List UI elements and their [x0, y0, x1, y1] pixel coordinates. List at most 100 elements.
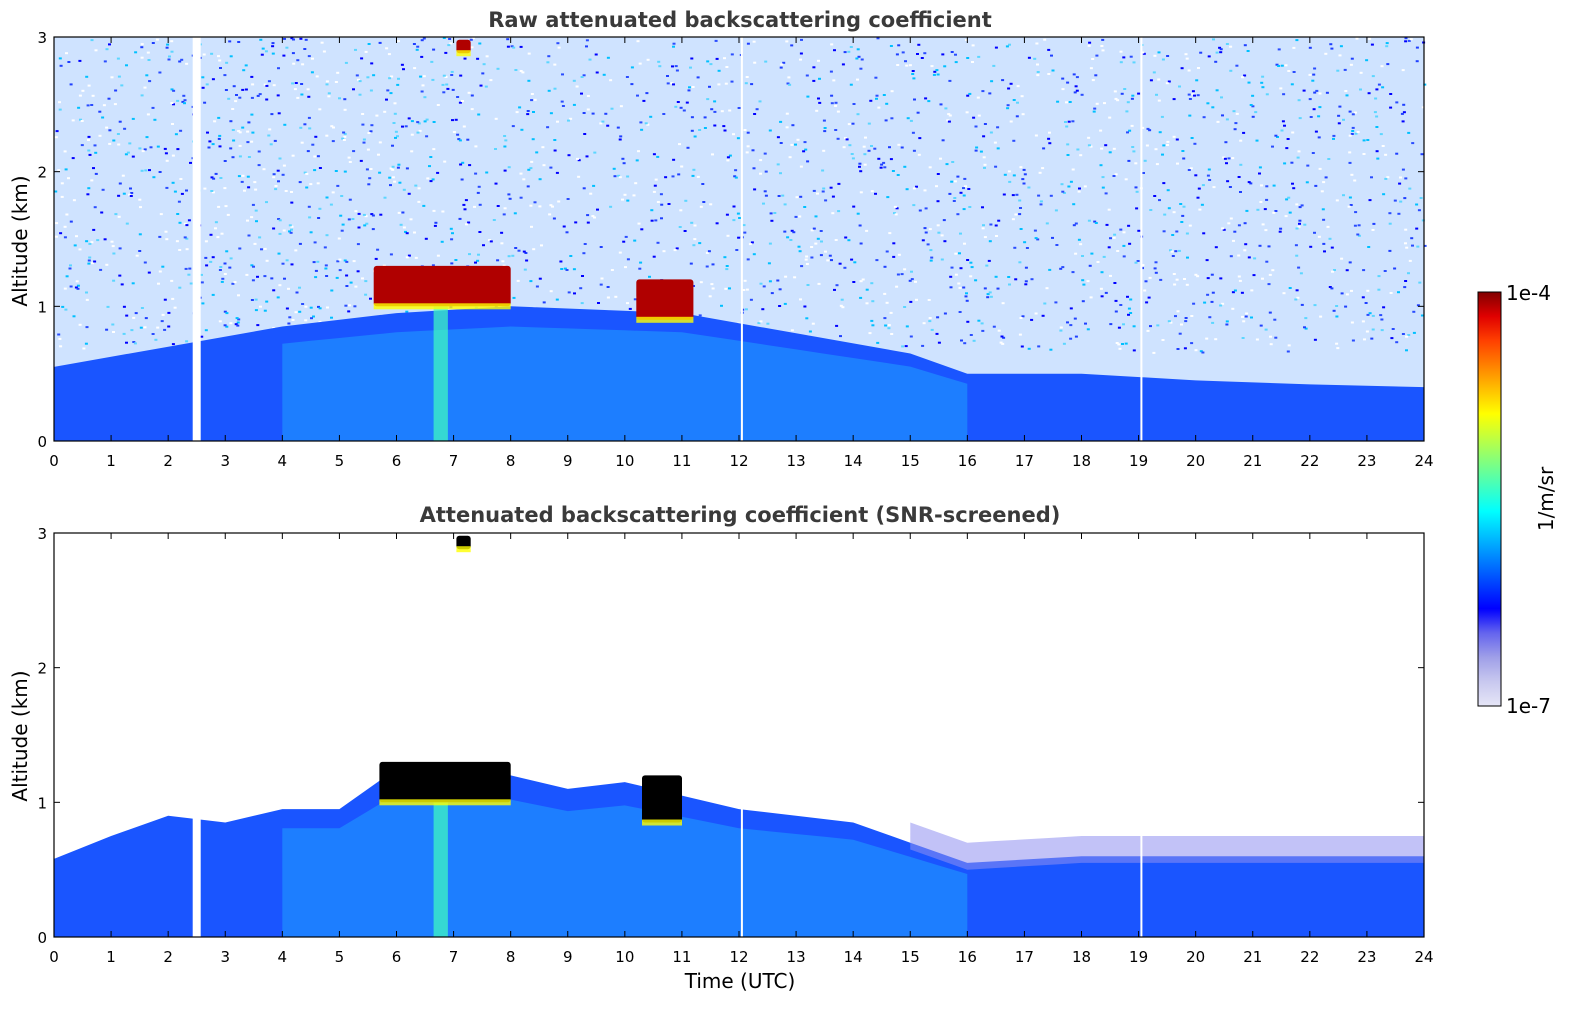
raw-x-tick-label: 15 — [901, 452, 920, 470]
noise-pixel — [954, 273, 958, 276]
noise-pixel — [423, 120, 427, 123]
noise-pixel — [924, 97, 928, 100]
noise-pixel — [1206, 102, 1210, 105]
noise-pixel — [1191, 90, 1195, 93]
noise-pixel — [738, 217, 742, 219]
noise-pixel — [90, 39, 94, 42]
noise-pixel — [1122, 323, 1125, 326]
noise-pixel — [1027, 186, 1031, 189]
screened-x-axis-label: Time (UTC) — [684, 969, 796, 993]
noise-pixel — [1219, 277, 1223, 280]
noise-pixel — [1330, 246, 1334, 249]
noise-pixel — [444, 76, 448, 78]
noise-pixel — [1002, 193, 1006, 196]
noise-pixel — [937, 231, 941, 234]
noise-pixel — [1353, 179, 1357, 182]
noise-pixel — [1312, 108, 1316, 111]
noise-pixel — [1194, 174, 1198, 177]
noise-pixel — [224, 205, 228, 208]
noise-pixel — [912, 204, 916, 207]
noise-pixel — [753, 113, 757, 115]
noise-pixel — [170, 50, 174, 53]
noise-pixel — [1412, 310, 1416, 313]
screened-x-tick-label: 0 — [49, 948, 59, 966]
noise-pixel — [1221, 302, 1225, 305]
noise-pixel — [1016, 101, 1019, 104]
noise-pixel — [653, 184, 657, 187]
noise-pixel — [1061, 77, 1065, 80]
noise-pixel — [994, 275, 998, 278]
noise-pixel — [732, 133, 735, 136]
noise-pixel — [156, 326, 160, 329]
noise-pixel — [714, 39, 718, 42]
noise-pixel — [519, 196, 523, 199]
noise-pixel — [290, 263, 294, 266]
noise-pixel — [184, 267, 188, 270]
noise-pixel — [108, 129, 112, 132]
noise-pixel — [502, 213, 506, 216]
noise-pixel — [1294, 298, 1298, 301]
colorbar: 1e-4 1e-7 1/m/sr — [1477, 281, 1558, 718]
noise-pixel — [852, 205, 856, 208]
noise-pixel — [920, 57, 924, 59]
noise-pixel — [1086, 280, 1090, 283]
noise-pixel — [1079, 154, 1083, 157]
noise-pixel — [1113, 282, 1117, 284]
noise-pixel — [890, 90, 894, 93]
noise-pixel — [1088, 264, 1092, 267]
noise-pixel — [422, 75, 426, 78]
noise-pixel — [238, 96, 242, 99]
noise-pixel — [797, 245, 801, 248]
noise-pixel — [967, 188, 971, 190]
noise-pixel — [582, 74, 586, 77]
noise-pixel — [1074, 335, 1078, 338]
noise-pixel — [1019, 317, 1023, 319]
noise-pixel — [526, 113, 530, 116]
noise-pixel — [153, 118, 157, 121]
noise-pixel — [456, 133, 460, 136]
noise-pixel — [92, 228, 96, 231]
noise-pixel — [1388, 212, 1392, 215]
noise-pixel — [1148, 129, 1152, 132]
noise-pixel — [207, 146, 211, 149]
screened-x-tick-label: 3 — [220, 948, 230, 966]
noise-pixel — [250, 96, 254, 99]
noise-pixel — [1313, 338, 1317, 341]
noise-pixel — [837, 210, 841, 213]
noise-pixel — [1055, 244, 1059, 246]
noise-pixel — [1212, 38, 1215, 41]
noise-pixel — [503, 169, 507, 172]
noise-pixel — [100, 211, 104, 214]
noise-pixel — [1239, 163, 1243, 166]
noise-pixel — [308, 216, 312, 219]
noise-pixel — [1184, 53, 1188, 56]
noise-pixel — [1233, 289, 1237, 292]
noise-pixel — [847, 123, 851, 126]
noise-pixel — [1006, 107, 1010, 110]
noise-pixel — [440, 240, 444, 243]
noise-pixel — [949, 286, 953, 289]
noise-pixel — [965, 292, 968, 295]
noise-pixel — [69, 220, 73, 223]
noise-pixel — [352, 88, 355, 91]
noise-pixel — [1357, 234, 1361, 237]
noise-pixel — [526, 185, 530, 188]
noise-pixel — [238, 155, 242, 158]
noise-pixel — [1370, 176, 1373, 179]
noise-pixel — [723, 57, 726, 60]
noise-pixel — [65, 213, 69, 216]
noise-pixel — [432, 48, 436, 51]
noise-pixel — [419, 75, 423, 78]
noise-pixel — [348, 161, 352, 163]
noise-pixel — [874, 192, 877, 195]
noise-pixel — [1374, 97, 1378, 100]
noise-pixel — [402, 68, 405, 71]
noise-pixel — [699, 205, 703, 208]
noise-pixel — [1366, 139, 1370, 141]
noise-pixel — [1274, 134, 1278, 137]
noise-pixel — [77, 106, 81, 109]
noise-pixel — [414, 184, 418, 187]
noise-pixel — [287, 322, 291, 325]
noise-pixel — [180, 192, 184, 195]
noise-pixel — [1142, 52, 1146, 55]
